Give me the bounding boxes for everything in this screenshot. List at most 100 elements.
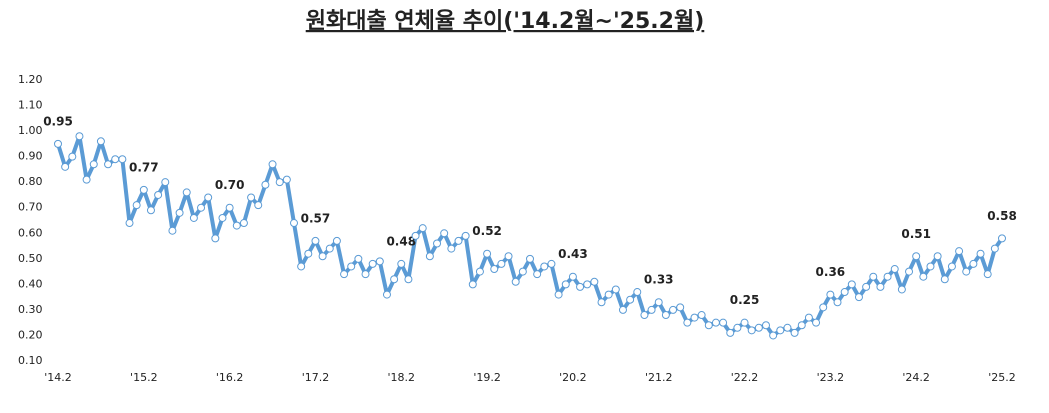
data-point xyxy=(783,323,792,332)
data-point xyxy=(833,298,842,307)
data-point xyxy=(311,236,320,245)
data-point xyxy=(990,244,999,253)
data-label: 0.33 xyxy=(644,273,674,287)
data-point xyxy=(583,280,592,289)
x-tick-label: '25.2 xyxy=(988,371,1016,384)
data-point xyxy=(454,236,463,245)
data-label: 0.95 xyxy=(43,114,73,128)
data-point xyxy=(118,155,127,164)
x-tick-label: '17.2 xyxy=(302,371,330,384)
data-point xyxy=(754,323,763,332)
data-point xyxy=(897,285,906,294)
data-point xyxy=(676,303,685,312)
x-tick-label: '16.2 xyxy=(216,371,244,384)
data-point xyxy=(232,221,241,230)
data-point xyxy=(776,326,785,335)
data-point xyxy=(862,282,871,291)
data-point xyxy=(239,219,248,228)
data-point xyxy=(104,160,113,169)
data-point xyxy=(111,155,120,164)
data-point xyxy=(433,239,442,248)
data-point xyxy=(919,272,928,281)
data-point xyxy=(475,267,484,276)
data-point xyxy=(647,305,656,314)
data-line xyxy=(56,134,1004,338)
data-point xyxy=(526,254,534,263)
data-point xyxy=(568,272,577,281)
data-point xyxy=(347,262,356,271)
data-label: 0.70 xyxy=(215,178,245,192)
data-point xyxy=(340,270,349,279)
data-point xyxy=(590,277,599,286)
x-tick-label: '21.2 xyxy=(645,371,673,384)
data-point xyxy=(611,285,620,294)
data-point xyxy=(418,224,427,233)
data-point xyxy=(390,275,399,284)
data-point xyxy=(225,203,234,212)
data-point xyxy=(325,244,334,253)
y-tick-label: 0.40 xyxy=(18,277,43,290)
data-point xyxy=(819,303,828,312)
y-tick-label: 0.80 xyxy=(18,175,43,188)
chart-title: 원화대출 연체율 추이('14.2월~'25.2월) xyxy=(306,9,705,34)
y-tick-label: 0.60 xyxy=(18,226,43,239)
data-point xyxy=(490,265,499,274)
data-point xyxy=(762,321,770,330)
data-point xyxy=(318,252,327,261)
data-point xyxy=(962,267,971,276)
data-label: 0.51 xyxy=(901,227,931,241)
data-point xyxy=(82,175,91,184)
data-point xyxy=(640,311,649,320)
x-tick-label: '20.2 xyxy=(559,371,587,384)
data-point xyxy=(719,318,728,327)
data-point xyxy=(261,180,270,189)
data-point xyxy=(969,259,978,268)
x-tick-label: '18.2 xyxy=(388,371,416,384)
data-point xyxy=(697,311,706,320)
data-point xyxy=(618,305,627,314)
data-point xyxy=(940,275,949,284)
data-point xyxy=(483,249,492,258)
data-point xyxy=(154,190,163,199)
data-point xyxy=(726,328,735,337)
data-point xyxy=(197,203,206,212)
data-point xyxy=(440,229,449,238)
data-point xyxy=(304,249,313,258)
data-point xyxy=(268,160,277,169)
data-point xyxy=(740,318,749,327)
data-point xyxy=(404,275,413,284)
data-point xyxy=(375,257,384,266)
data-label: 0.25 xyxy=(730,293,760,307)
data-point xyxy=(275,178,284,187)
data-point xyxy=(254,201,263,210)
data-point xyxy=(540,262,549,271)
data-point xyxy=(854,293,863,302)
data-point xyxy=(905,267,914,276)
y-tick-label: 0.50 xyxy=(18,252,43,265)
data-label: 0.77 xyxy=(129,160,159,174)
data-point xyxy=(332,236,341,245)
y-tick-label: 0.30 xyxy=(18,303,43,316)
data-point xyxy=(75,132,84,141)
data-point xyxy=(654,298,663,307)
data-point xyxy=(790,328,799,337)
y-tick-label: 0.90 xyxy=(18,150,43,163)
data-point xyxy=(533,270,542,279)
data-point xyxy=(747,326,756,335)
data-point xyxy=(511,277,520,286)
data-point xyxy=(461,231,470,240)
data-point xyxy=(54,139,62,148)
data-point xyxy=(797,321,806,330)
data-point xyxy=(869,272,878,281)
data-point xyxy=(96,137,105,146)
y-tick-label: 0.20 xyxy=(18,328,43,341)
data-label: 0.57 xyxy=(301,211,331,225)
data-point xyxy=(983,270,992,279)
data-point xyxy=(397,259,406,268)
data-point xyxy=(561,280,570,289)
x-tick-label: '19.2 xyxy=(473,371,501,384)
data-point xyxy=(382,290,391,299)
data-point xyxy=(146,206,155,215)
data-point xyxy=(847,280,856,289)
